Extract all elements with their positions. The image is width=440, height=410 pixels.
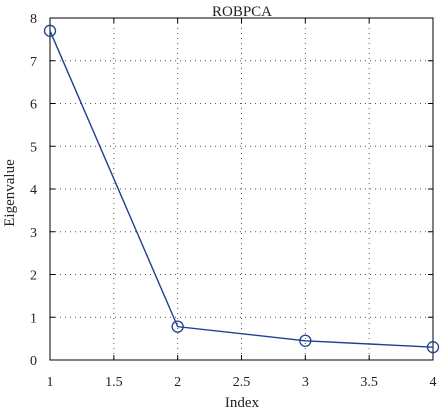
x-tick-label: 4 [430,375,437,390]
x-tick-label: 1 [47,375,54,390]
y-tick-label: 8 [30,12,37,27]
y-axis-label: Eigenvalue [2,159,18,227]
y-tick-label: 3 [30,226,37,241]
data-point [43,24,57,37]
x-tick-label: 2.5 [233,375,251,390]
x-tick-label: 3.5 [360,375,378,390]
x-tick-label: 3 [302,375,309,390]
data-point [171,320,184,333]
x-tick-label: 2 [174,375,181,390]
y-tick-label: 6 [30,98,37,113]
series-line-group [43,24,440,354]
series-line [49,30,434,348]
y-tick-label: 5 [30,140,37,155]
y-tick-label: 7 [30,55,37,70]
y-tick-label: 1 [30,311,37,326]
y-tick-label: 0 [30,354,37,369]
y-tick-label: 4 [30,183,37,198]
x-ticks: 1 1.5 2 2.5 3 3.5 4 [47,18,437,390]
grid-lines [50,18,433,360]
y-tick-label: 2 [30,269,37,284]
y-ticks: 0 1 2 3 4 5 6 7 8 [30,12,433,369]
x-axis-label: Index [225,395,260,410]
chart-title: ROBPCA [212,4,272,20]
x-tick-label: 1.5 [105,375,123,390]
data-point [299,334,312,347]
data-point [426,341,440,354]
